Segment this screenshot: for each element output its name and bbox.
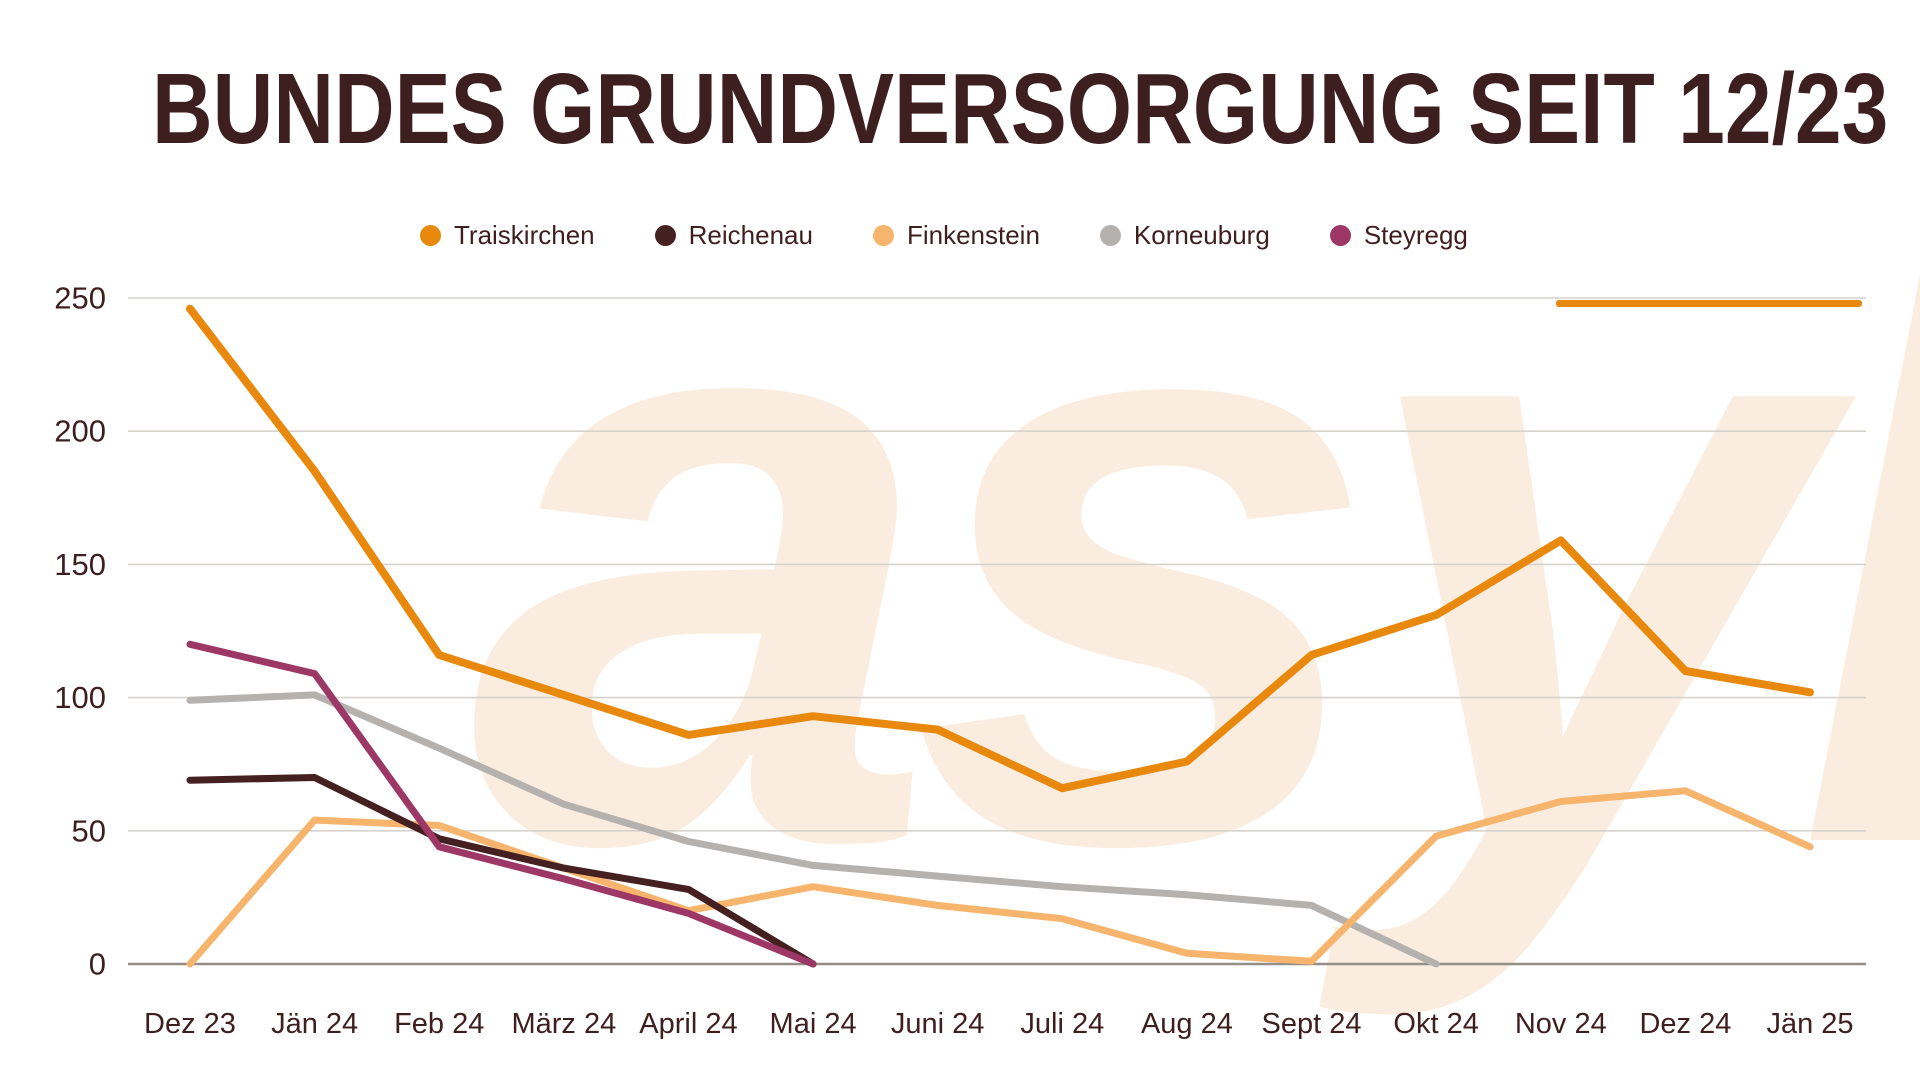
x-tick-label: Nov 24 xyxy=(1515,1008,1607,1040)
legend-item-finkenstein: Finkenstein xyxy=(872,220,1040,251)
y-tick-label-50: 50 xyxy=(72,813,106,848)
legend-swatch-icon xyxy=(420,225,441,246)
x-tick-label: März 24 xyxy=(511,1008,616,1040)
y-tick-label-0: 0 xyxy=(89,947,106,982)
legend-label: Reichenau xyxy=(688,220,813,250)
x-tick-label: Okt 24 xyxy=(1393,1008,1478,1040)
watermark-accent-bar xyxy=(1556,300,1862,307)
legend-label: Steyregg xyxy=(1363,220,1468,250)
legend-label: Korneuburg xyxy=(1133,220,1270,250)
series-line-traiskirchen xyxy=(186,304,1814,793)
x-tick-label: Dez 23 xyxy=(144,1008,236,1040)
y-tick-label-250: 250 xyxy=(54,281,106,316)
x-tick-label: Feb 24 xyxy=(394,1008,484,1040)
legend-item-korneuburg: Korneuburg xyxy=(1099,220,1270,251)
legend-label: Traiskirchen xyxy=(454,220,595,250)
x-tick-label: Juni 24 xyxy=(891,1008,985,1040)
series-line-korneuburg xyxy=(186,691,1440,968)
legend-item-steyregg: Steyregg xyxy=(1329,220,1468,251)
x-tick-label: Sept 24 xyxy=(1262,1008,1362,1040)
x-tick-label: Jän 25 xyxy=(1766,1008,1853,1040)
y-tick-label-150: 150 xyxy=(54,547,106,582)
legend-swatch-icon xyxy=(654,225,676,246)
x-tick-label: Juli 24 xyxy=(1020,1008,1104,1040)
y-tick-label-100: 100 xyxy=(54,680,106,715)
series-line-reichenau xyxy=(186,774,817,968)
y-tick-label-200: 200 xyxy=(54,414,106,449)
legend-swatch-icon xyxy=(1099,225,1121,246)
legend-item-reichenau: Reichenau xyxy=(654,220,813,251)
chart-legend: Traiskirchen Reichenau Finkenstein Korneubu… xyxy=(420,220,1468,251)
legend-item-traiskirchen: Traiskirchen xyxy=(420,220,595,251)
x-tick-label: Jän 24 xyxy=(271,1008,358,1040)
series-line-steyregg xyxy=(186,640,817,968)
x-tick-label: Mai 24 xyxy=(770,1008,857,1040)
x-tick-label: April 24 xyxy=(639,1008,737,1040)
x-tick-label: Dez 24 xyxy=(1639,1008,1731,1040)
legend-swatch-icon xyxy=(872,225,894,246)
series-line-finkenstein xyxy=(186,787,1814,968)
x-tick-label: Aug 24 xyxy=(1141,1008,1233,1040)
chart-title: BUNDES GRUNDVERSORGUNG SEIT 12/23 xyxy=(152,53,1889,165)
legend-swatch-icon xyxy=(1329,225,1351,246)
legend-label: Finkenstein xyxy=(906,220,1040,250)
